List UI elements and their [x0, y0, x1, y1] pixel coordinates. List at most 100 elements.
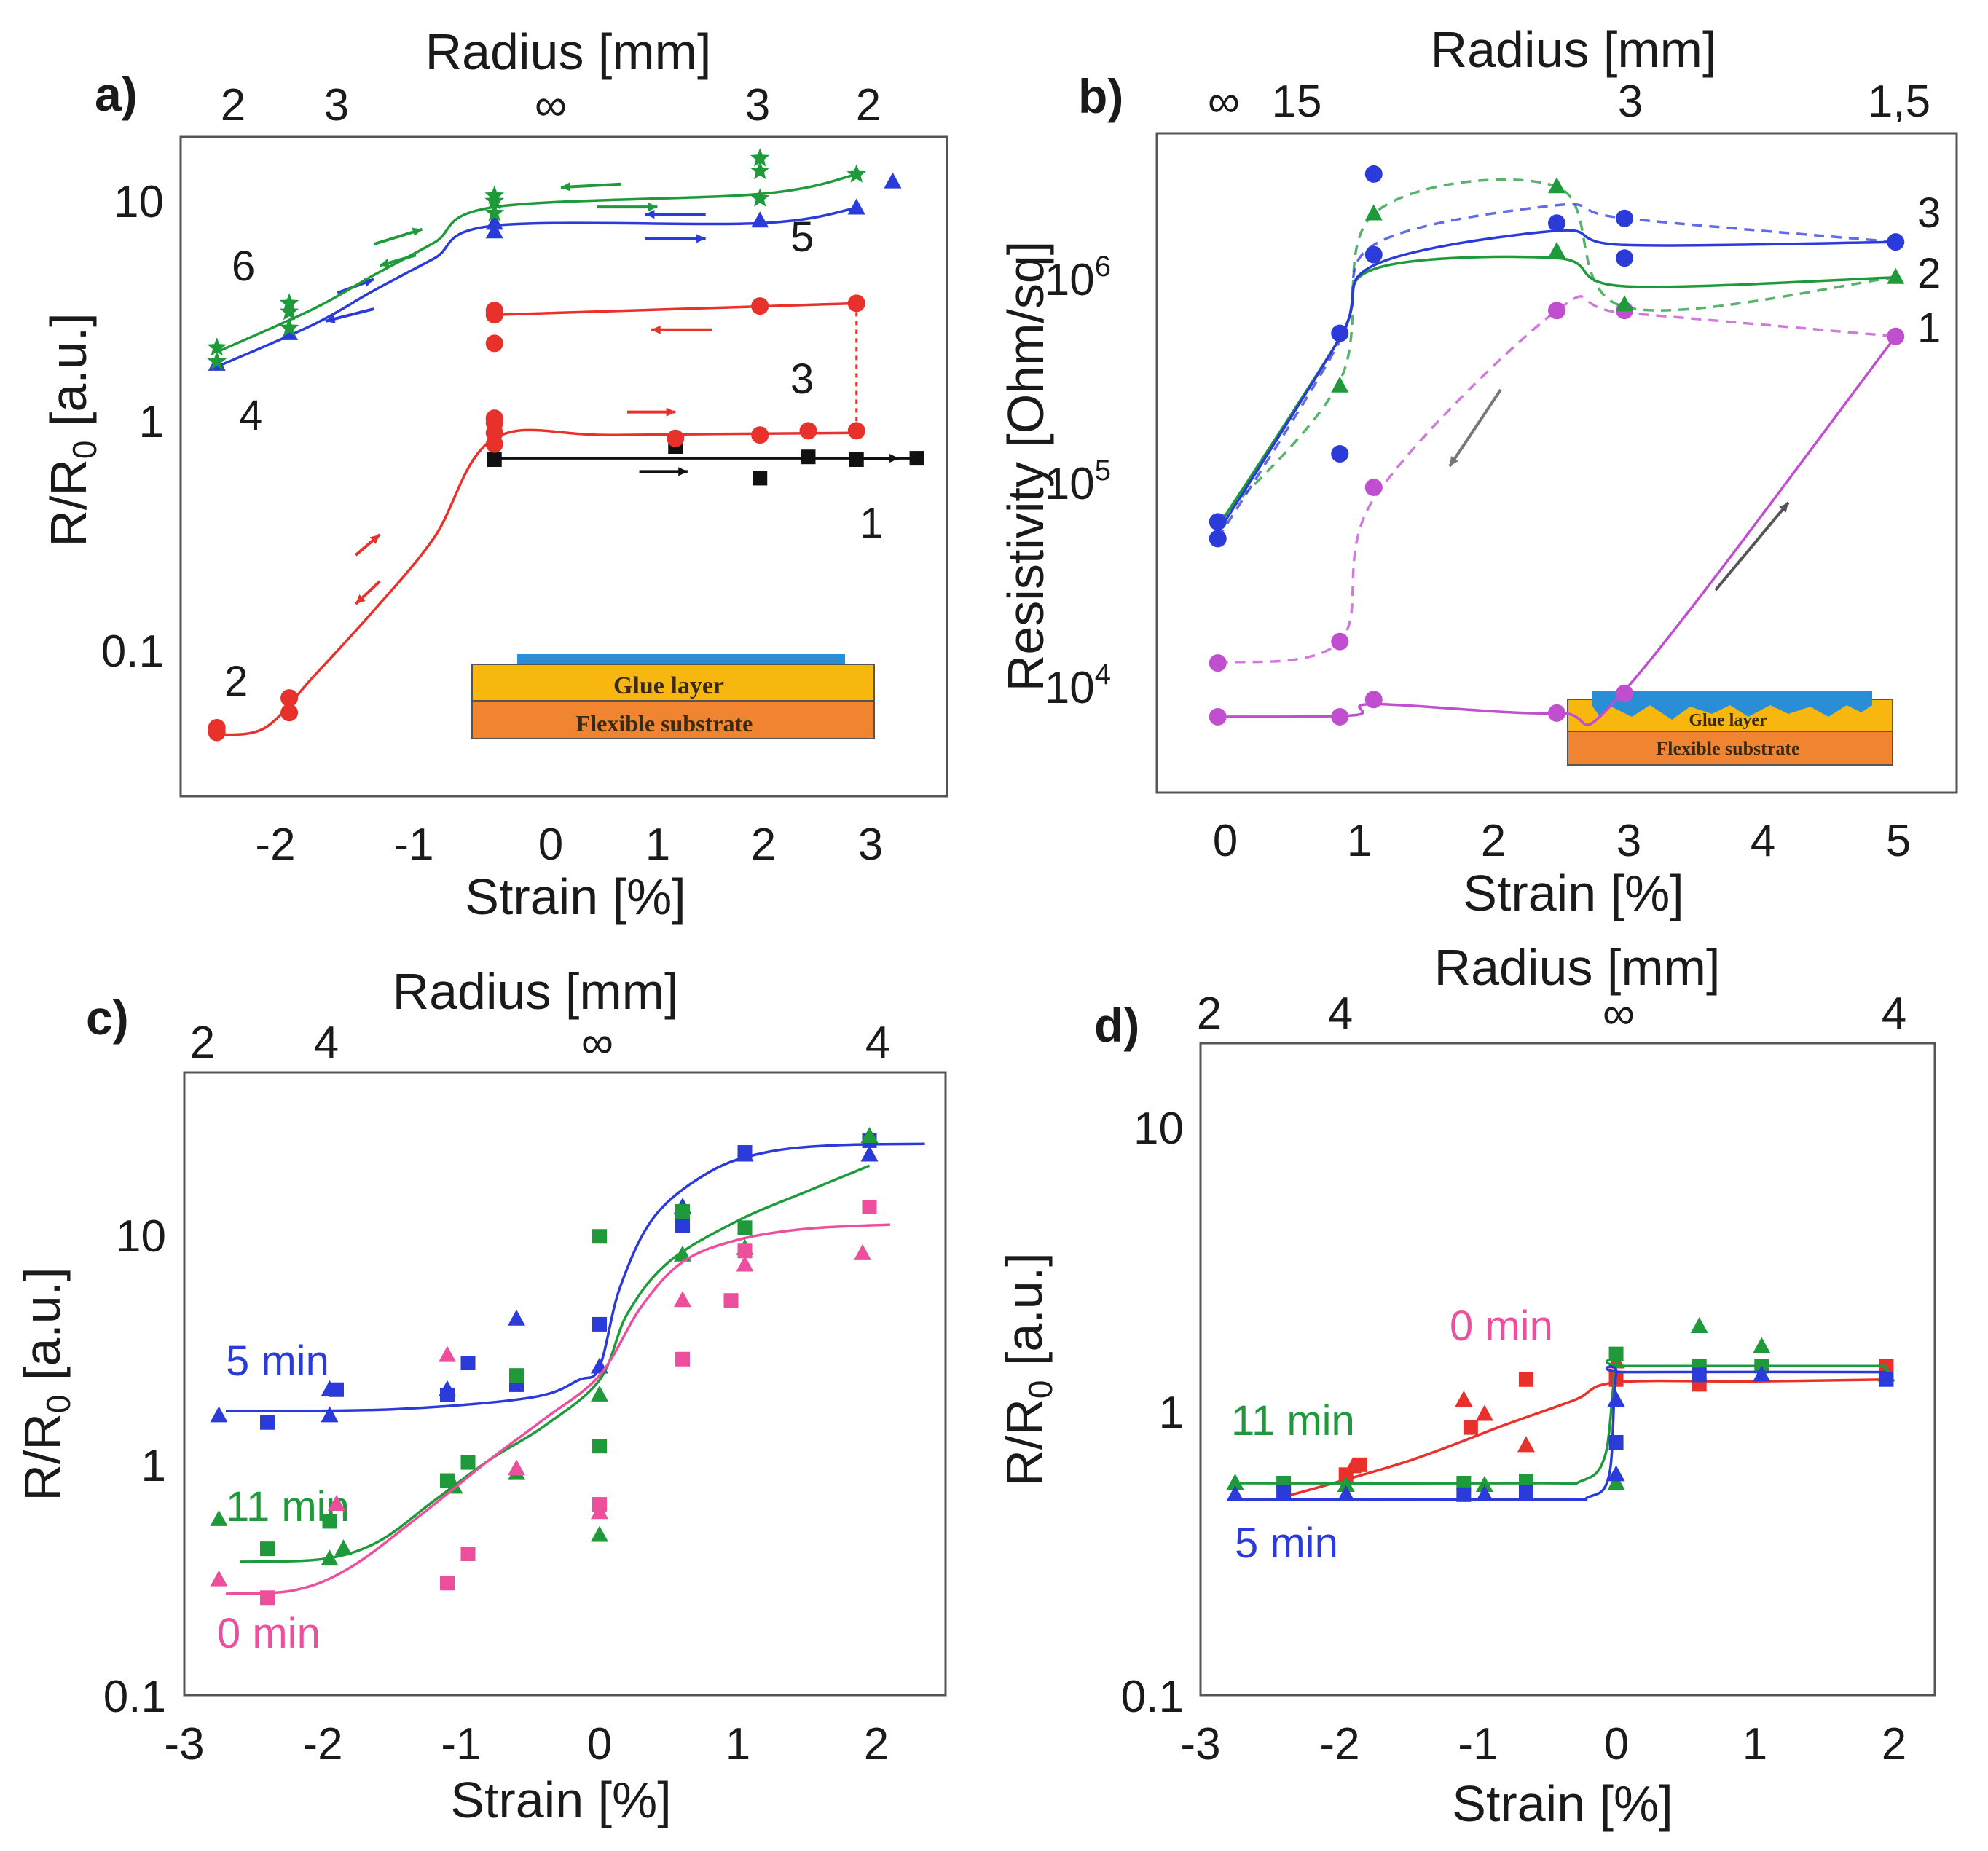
panel-b-data-marks: [1209, 165, 1905, 726]
panel-a-top-tick: 2: [856, 80, 881, 130]
panel-a-series-6-point: [484, 185, 505, 205]
panel-c-series-0-min-point: [736, 1255, 754, 1272]
panel-b-series-1-point: [1331, 707, 1349, 726]
panel-c-series-0-min-point: [854, 1243, 871, 1260]
panel-a-curve-label-2: 2: [224, 658, 248, 705]
panel-a-series-6-point: [750, 188, 770, 207]
panel-a-series-3-point: [751, 426, 769, 444]
panel-d-series-5-min-point: [1608, 1435, 1624, 1450]
panel-c-x-axis-label: Strain [%]: [450, 1772, 671, 1828]
panel-c-x-tick: -2: [302, 1719, 342, 1769]
panel-a-x-tick: 0: [538, 820, 563, 870]
panel-b: b) Radius [mm] ∞ 15 3 1,5 0 1 2 3 4 5 St…: [997, 21, 1958, 921]
panel-c-series-0-min-point: [674, 1291, 691, 1308]
panel-c-y-tick: 0.1: [103, 1672, 166, 1722]
panel-a-curve-label-3: 3: [790, 355, 814, 403]
panel-a-top-tick: ∞: [535, 80, 567, 130]
panel-c-series-11-min-point: [737, 1220, 753, 1235]
panel-d-plot-frame: [1199, 1042, 1936, 1697]
panel-a-series-3-point: [847, 294, 865, 313]
panel-c-top-tick: 4: [314, 1018, 339, 1068]
panel-a-curve-label-6: 6: [232, 243, 255, 290]
panel-a-x-tick: 2: [751, 820, 776, 870]
panel-b-inset-substrate: [1567, 731, 1893, 766]
panel-b-x-tick: 3: [1616, 816, 1641, 866]
panel-d-series-0-min-point: [1352, 1457, 1367, 1472]
panel-a-arrow: [639, 467, 688, 476]
panel-c-series-5-min-point: [210, 1406, 228, 1423]
panel-b-series-2-point: [1364, 204, 1383, 221]
panel-b-series-1-point: [1548, 704, 1565, 722]
panel-c-series-11-min-point: [674, 1245, 691, 1262]
panel-d-series-0-min-point: [1475, 1404, 1493, 1421]
panel-d-x-tick: 1: [1743, 1719, 1767, 1769]
panel-c-series-11-min-point: [210, 1509, 228, 1526]
panel-b-series-3-point: [1364, 245, 1383, 264]
panel-b-curve-label-3: 3: [1917, 189, 1941, 237]
panel-c-letter: c): [86, 991, 129, 1045]
panel-b-y-tick: 104: [1045, 659, 1111, 713]
panel-d-series-5-min-point: [1337, 1485, 1355, 1501]
panel-c-series-5-min-point: [321, 1406, 339, 1423]
panel-a-series-1-point: [801, 449, 816, 465]
panel-c-series-5-min-point: [737, 1145, 753, 1160]
panel-b-top-tick: 1,5: [1868, 76, 1930, 127]
panel-c-series-0-min-line: [225, 1223, 891, 1595]
panel-a-series-3-line: [494, 302, 857, 316]
panel-b-inset-glue-label: Glue layer: [1689, 711, 1767, 730]
panel-a-y-tick: 1: [139, 397, 164, 447]
panel-d-series-0-min-point: [1517, 1436, 1535, 1453]
panel-b-series-3-point: [1209, 530, 1227, 548]
panel-c-series-5-min-point: [439, 1380, 456, 1396]
panel-d-data-marks: [1226, 1316, 1895, 1502]
panel-a-series-1-point: [849, 452, 864, 468]
panel-d-top-axis-label: Radius [mm]: [1434, 939, 1721, 996]
panel-d-series-0-min-point: [1455, 1390, 1473, 1407]
panel-d-y-tick: 0.1: [1121, 1672, 1184, 1722]
panel-c-series-0-min-point: [440, 1576, 455, 1591]
panel-a-arrow: [354, 533, 381, 557]
panel-b-x-tick: 5: [1886, 816, 1911, 866]
panel-d-top-tick: 4: [1882, 989, 1906, 1039]
panel-b-series-3-point: [1331, 445, 1349, 463]
panel-b-series-2-dashed-line: [1217, 178, 1896, 523]
panel-b-series-1-point: [1209, 654, 1227, 672]
panel-c-series-0-min-point: [737, 1243, 753, 1259]
panel-a-series-3-point: [485, 302, 503, 320]
panel-b-top-axis-label: Radius [mm]: [1431, 21, 1717, 78]
panel-a-series-4-point: [751, 211, 769, 228]
panel-c-series-11-min-point: [592, 1229, 607, 1244]
panel-a-series-6-point: [750, 160, 770, 180]
panel-c-series-11-min-point: [592, 1439, 607, 1454]
panel-c-plot-frame: [183, 1071, 947, 1697]
panel-b-plot-frame: [1155, 132, 1958, 794]
panel-a-data-marks: [207, 148, 924, 742]
panel-c-series-11-min-point: [675, 1203, 690, 1219]
panel-c-series-5-min-point: [321, 1380, 339, 1396]
panel-c-series-0-min-point: [723, 1293, 739, 1308]
panel-a-series-1-point: [909, 451, 924, 466]
panel-a-top-axis-label: Radius [mm]: [425, 23, 712, 80]
panel-d-series-11-min-point: [1226, 1473, 1244, 1490]
panel-c-top-tick: 4: [865, 1018, 890, 1068]
panel-d-series-11-min-point: [1753, 1337, 1771, 1353]
panel-c-x-tick: 0: [587, 1719, 612, 1769]
panel-a-arrow: [373, 227, 423, 246]
panel-d-series-0-min-point: [1518, 1372, 1533, 1387]
panel-a-inset: Glue layer Flexible substrate: [471, 654, 875, 739]
panel-b-series-2-point: [1331, 376, 1349, 393]
panel-b-y-tick: 106: [1045, 251, 1111, 305]
panel-c-series-0-min-point: [460, 1546, 476, 1561]
panel-c-y-axis-label: R/R0 [a.u.]: [14, 1267, 77, 1501]
panel-b-x-tick: 2: [1481, 816, 1506, 866]
panel-b-series-3-point: [1887, 233, 1905, 251]
panel-b-series-1-point: [1364, 691, 1383, 709]
panel-d-x-tick: -2: [1319, 1719, 1359, 1769]
panel-b-series-3-dashed-line: [1217, 203, 1896, 540]
panel-a-arrow: [325, 307, 374, 323]
panel-a-series-2-point: [280, 704, 299, 722]
panel-d-series-5-min-point: [1276, 1485, 1292, 1500]
panel-a-direction-arrows: [325, 182, 899, 605]
panel-b-x-tick: 0: [1213, 816, 1238, 866]
panel-a-series-4-point: [485, 222, 503, 239]
